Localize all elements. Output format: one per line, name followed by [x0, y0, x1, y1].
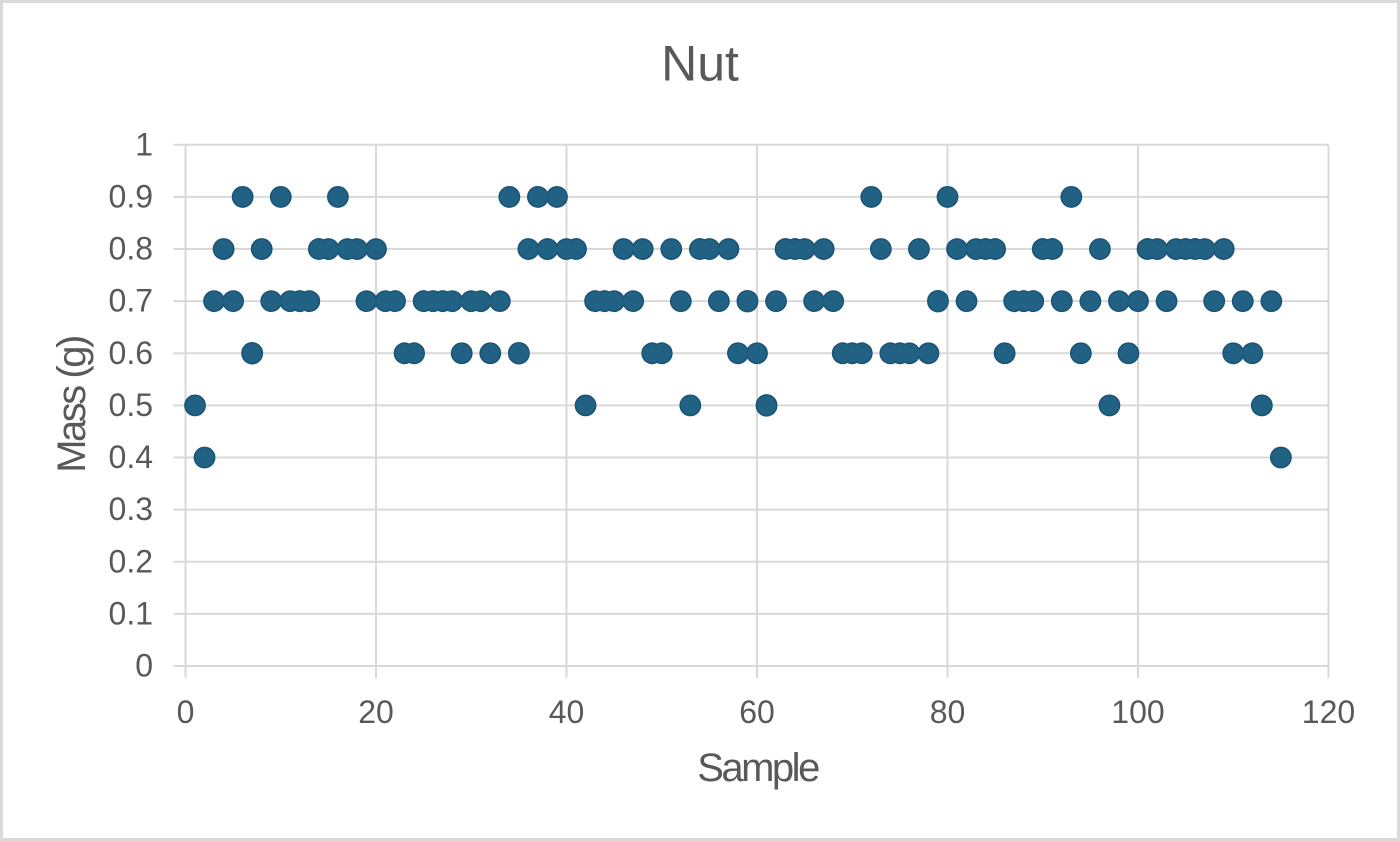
svg-text:20: 20 [358, 694, 394, 730]
svg-text:120: 120 [1302, 694, 1355, 730]
svg-text:0.7: 0.7 [109, 283, 153, 319]
svg-text:0.8: 0.8 [109, 231, 153, 267]
svg-text:0.6: 0.6 [109, 335, 153, 371]
svg-text:Sample: Sample [697, 746, 819, 790]
svg-text:0.5: 0.5 [109, 387, 153, 423]
svg-text:0.1: 0.1 [109, 595, 153, 631]
svg-text:0.9: 0.9 [109, 178, 153, 214]
svg-text:40: 40 [549, 694, 585, 730]
svg-text:0: 0 [177, 694, 195, 730]
svg-text:1: 1 [135, 126, 153, 162]
svg-text:60: 60 [739, 694, 775, 730]
svg-text:Nut: Nut [661, 36, 739, 92]
svg-text:100: 100 [1111, 694, 1164, 730]
svg-text:Mass (g): Mass (g) [50, 337, 94, 473]
svg-text:0.3: 0.3 [109, 491, 153, 527]
svg-text:0.2: 0.2 [109, 543, 153, 579]
svg-text:0.4: 0.4 [109, 439, 153, 475]
svg-text:0: 0 [135, 648, 153, 684]
svg-text:80: 80 [930, 694, 966, 730]
